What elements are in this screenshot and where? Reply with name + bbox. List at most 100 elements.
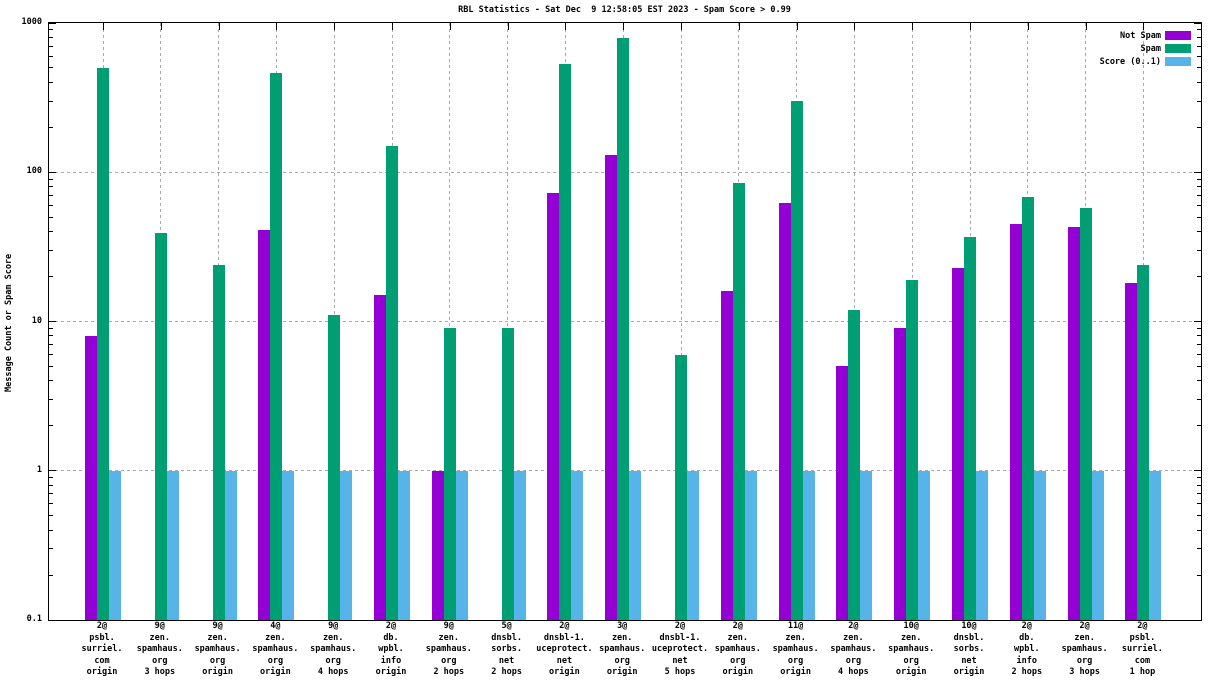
x-tick-label: 10@ dnsbl. sorbs. net origin [953, 621, 985, 677]
y-major-tick [49, 321, 56, 322]
x-tick [565, 23, 567, 30]
score-bar [687, 470, 699, 620]
y-tick-label: 1000 [21, 17, 42, 27]
not-spam-bar [1125, 283, 1138, 620]
y-minor-tick [49, 484, 53, 486]
score-bar [166, 470, 179, 620]
spam-bar [848, 309, 861, 620]
x-tick [623, 23, 625, 30]
spam-bar [501, 328, 514, 620]
x-tick-label: 11@ zen. spamhaus. org origin [772, 621, 819, 677]
y-major-tick [49, 619, 56, 621]
y-minor-tick [1197, 380, 1201, 382]
y-minor-tick [1197, 477, 1201, 479]
spam-bar [443, 328, 456, 620]
x-tick [276, 23, 278, 30]
y-minor-tick [1197, 484, 1201, 486]
y-minor-tick [49, 126, 53, 128]
y-minor-tick [49, 276, 53, 278]
score-bar [918, 470, 931, 620]
score-bar [744, 470, 757, 620]
not-spam-bar [374, 295, 386, 620]
y-major-tick [49, 171, 56, 173]
legend-label: Not Spam [1120, 30, 1161, 41]
x-tick [970, 23, 971, 30]
spam-bar [212, 264, 225, 620]
x-tick-label: 2@ db. wpbl. info 2 hops [1011, 621, 1043, 677]
y-minor-tick [49, 477, 53, 479]
x-tick [738, 23, 740, 30]
legend-item: Spam [1100, 42, 1191, 55]
y-major-tick [49, 470, 56, 472]
y-minor-tick [49, 29, 53, 31]
y-major-tick [1194, 171, 1201, 173]
y-minor-tick [1197, 515, 1201, 517]
y-major-tick [1194, 470, 1201, 472]
y-minor-tick [1197, 186, 1201, 188]
y-minor-tick [1197, 81, 1201, 83]
y-minor-tick [49, 178, 53, 180]
plot-area: Not Spam Spam Score (0..1) [48, 22, 1202, 621]
y-minor-tick [1197, 399, 1201, 401]
spam-bar [675, 354, 687, 620]
x-tick-label: 2@ dnsbl-1. uceprotect. net origin [536, 621, 593, 677]
y-minor-tick [1197, 335, 1201, 337]
y-tick-label: 100 [26, 166, 42, 177]
y-minor-tick [1197, 55, 1201, 57]
spam-bar [328, 315, 341, 620]
x-tick [854, 23, 856, 30]
y-minor-tick [49, 67, 53, 69]
x-tick [507, 23, 509, 30]
y-minor-tick [49, 399, 53, 401]
score-bar [455, 470, 468, 620]
x-tick-label: 4@ zen. spamhaus. org origin [252, 621, 299, 677]
not-spam-bar [778, 203, 791, 620]
y-minor-tick [1197, 178, 1201, 180]
y-minor-tick [49, 529, 53, 531]
x-tick [160, 23, 162, 30]
y-minor-tick [49, 45, 53, 47]
spam-bar [1021, 197, 1034, 620]
y-minor-tick [1197, 249, 1201, 251]
spam-bar [964, 236, 976, 620]
gridline-vertical [680, 23, 682, 620]
score-bar [109, 470, 121, 620]
score-bar [340, 470, 353, 620]
y-major-tick [1194, 321, 1201, 322]
x-tick [449, 23, 451, 30]
y-minor-tick [49, 81, 53, 83]
y-minor-tick [1197, 503, 1201, 505]
y-minor-tick [1197, 231, 1201, 233]
legend-swatch-spam [1165, 44, 1191, 53]
y-minor-tick [49, 335, 53, 337]
score-bar [571, 470, 584, 620]
y-minor-tick [49, 186, 53, 188]
y-tick-label: 1 [36, 464, 42, 475]
gridline-vertical [449, 23, 451, 620]
y-major-tick [1194, 619, 1201, 621]
not-spam-bar [894, 328, 907, 620]
y-minor-tick [1197, 327, 1201, 329]
y-minor-tick [49, 354, 53, 356]
x-tick [103, 23, 104, 30]
score-bar [224, 470, 237, 620]
not-spam-bar [1009, 224, 1022, 620]
y-minor-tick [49, 204, 53, 206]
y-minor-tick [49, 231, 53, 233]
y-minor-tick [1197, 344, 1201, 346]
spam-bar [559, 64, 572, 620]
legend-item: Not Spam [1100, 29, 1191, 42]
y-tick-label: 0.1 [26, 614, 42, 624]
x-tick-label: 3@ zen. spamhaus. org origin [599, 621, 646, 677]
y-minor-tick [49, 574, 53, 576]
x-tick-label: 5@ dnsbl. sorbs. net 2 hops [491, 621, 522, 677]
y-minor-tick [1197, 548, 1201, 550]
y-minor-tick [49, 515, 53, 517]
y-minor-tick [49, 380, 53, 382]
score-bar [1033, 470, 1046, 620]
y-minor-tick [49, 503, 53, 505]
legend: Not Spam Spam Score (0..1) [1100, 29, 1191, 68]
x-tick [1085, 23, 1087, 30]
score-bar [802, 470, 815, 620]
score-bar [860, 470, 873, 620]
